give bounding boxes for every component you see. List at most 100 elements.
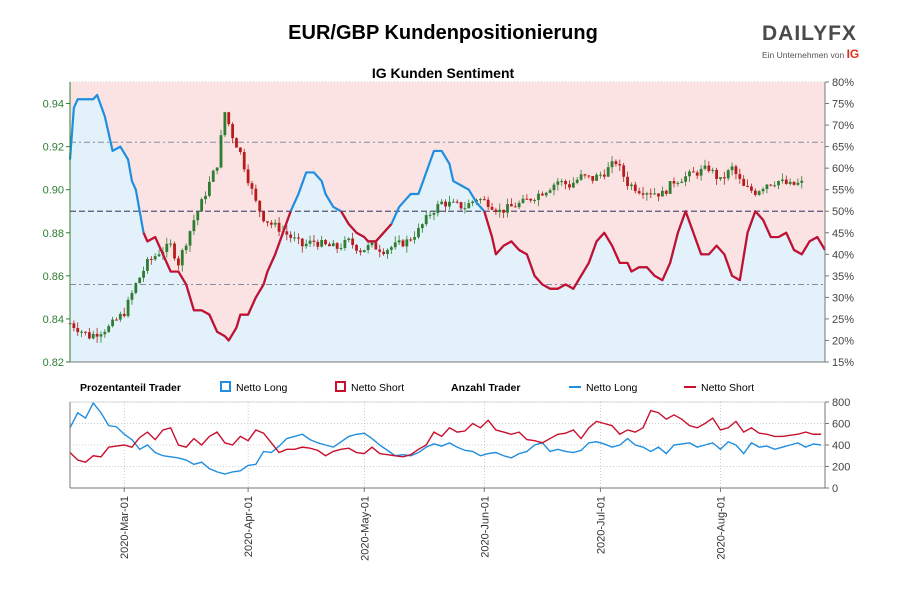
candle-body	[525, 198, 529, 200]
candle-body	[455, 201, 459, 203]
candle-body	[417, 228, 420, 238]
candle-body	[653, 193, 657, 195]
candle-body	[622, 165, 626, 177]
net-short-area	[70, 82, 825, 341]
candle-body	[583, 174, 587, 176]
right-tick-label: 35%	[832, 271, 854, 283]
candle-body	[126, 299, 130, 317]
candle-body	[560, 181, 564, 183]
candle-body	[192, 220, 196, 232]
candle-body	[715, 169, 718, 179]
legend-count-short-label: Netto Short	[701, 382, 754, 394]
candle-body	[579, 174, 583, 180]
candle-body	[486, 199, 490, 207]
left-tick-label: 0.94	[43, 99, 64, 111]
candle-body	[533, 199, 537, 201]
candle-body	[405, 239, 409, 247]
left-tick-label: 0.84	[43, 314, 64, 326]
candle-body	[374, 242, 378, 250]
candle-body	[784, 179, 788, 184]
candle-body	[606, 167, 610, 177]
candle-body	[246, 169, 250, 184]
candle-body	[757, 191, 761, 195]
candle-body	[386, 249, 389, 255]
count-tick-label: 400	[832, 440, 850, 452]
candle-body	[262, 211, 265, 222]
candle-body	[184, 245, 188, 251]
count-tick-label: 0	[832, 483, 838, 495]
count-tick-label: 600	[832, 419, 850, 431]
legend-pct-long-label: Netto Long	[236, 382, 288, 394]
candle-body	[277, 222, 281, 232]
right-tick-label: 55%	[832, 185, 854, 197]
candle-body	[180, 250, 184, 266]
date-tick-label: 2020-May-01	[359, 496, 371, 561]
candle-body	[157, 254, 161, 257]
left-tick-label: 0.86	[43, 271, 64, 283]
candle-body	[134, 283, 138, 293]
candle-body	[699, 168, 703, 176]
candle-body	[668, 181, 672, 194]
logo-wordmark: DAILYFX	[762, 22, 872, 46]
logo-brand-a: DAILY	[762, 22, 829, 45]
candle-body	[320, 240, 324, 247]
candle-body	[99, 334, 103, 337]
right-tick-label: 75%	[832, 99, 854, 111]
candle-body	[610, 161, 614, 168]
candle-body	[207, 181, 211, 196]
candle-body	[719, 177, 722, 179]
net-short-pct-line	[142, 210, 292, 342]
candle-body	[657, 193, 660, 197]
legend-count-long-label: Netto Long	[586, 382, 638, 394]
candle-body	[138, 277, 142, 284]
candle-body	[726, 170, 730, 179]
candle-body	[575, 179, 579, 183]
candle-body	[413, 237, 416, 240]
candle-body	[227, 112, 231, 125]
right-tick-label: 80%	[832, 77, 854, 89]
candle-body	[118, 313, 122, 320]
candle-body	[397, 240, 401, 243]
candle-body	[548, 190, 552, 193]
candle-body	[312, 240, 316, 242]
logo-ig: IG	[846, 47, 860, 61]
candle-body	[328, 244, 331, 247]
candle-body	[746, 185, 749, 187]
candle-body	[672, 181, 676, 184]
candle-body	[231, 124, 235, 139]
price-candles	[68, 111, 804, 343]
candle-body	[76, 328, 80, 333]
right-tick-label: 45%	[832, 228, 854, 240]
candle-body	[444, 201, 447, 207]
candle-body	[103, 331, 107, 335]
candle-body	[273, 222, 277, 225]
date-tick-label: 2020-Jul-01	[595, 496, 607, 554]
candle-body	[630, 184, 633, 187]
main-plot-lines	[68, 93, 826, 342]
candle-body	[552, 184, 556, 191]
candle-body	[540, 193, 544, 196]
candle-body	[188, 231, 192, 246]
candle-body	[389, 247, 393, 250]
legend-pct-short-label: Netto Short	[351, 382, 404, 394]
candle-body	[595, 174, 598, 181]
candle-body	[684, 176, 688, 182]
candle-body	[498, 209, 502, 212]
right-tick-label: 50%	[832, 206, 854, 218]
main-plot-axes: 0.82 0.84 0.86 0.88 0.90 0.92 0.94 15% 20% 25% 30%…	[43, 77, 855, 369]
candle-body	[509, 204, 513, 207]
legend-pct-short-swatch	[335, 381, 346, 392]
candle-body	[691, 171, 695, 173]
candle-body	[72, 323, 76, 329]
legend: Prozentanteil Trader Netto Long Netto Sh…	[80, 381, 754, 394]
candle-body	[529, 198, 533, 201]
candle-body	[153, 256, 157, 260]
candle-body	[521, 198, 525, 203]
candle-body	[204, 195, 207, 200]
count-tick-label: 800	[832, 397, 850, 409]
candle-body	[571, 182, 575, 188]
candle-body	[238, 147, 242, 153]
candle-body	[142, 270, 145, 278]
candle-body	[351, 238, 355, 245]
dailyfx-logo[interactable]: DAILYFX Ein Unternehmen von IG	[762, 22, 872, 61]
